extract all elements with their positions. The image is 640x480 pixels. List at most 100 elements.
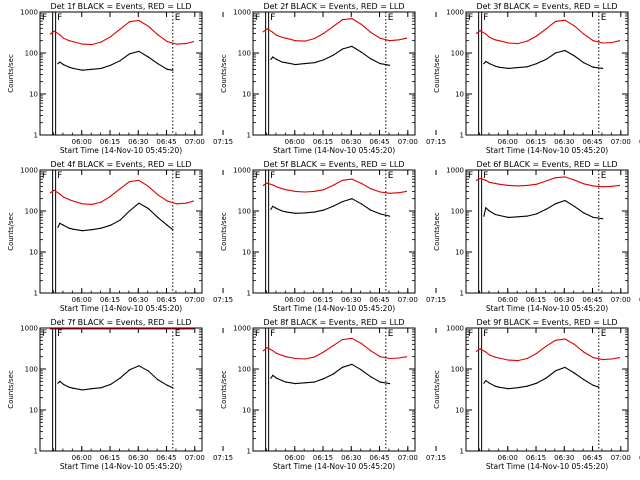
series-point-events [166,68,168,70]
series-point-events [110,224,112,226]
series-point-lld [488,36,491,39]
series-point-events [517,387,519,389]
x-tick-label: 07:00 [185,296,205,304]
series-point-events [332,373,334,375]
x-tick-label: 07:15 [426,454,446,462]
plot-frame [465,327,629,452]
series-point-events [172,387,174,389]
series-point-lld [285,189,287,191]
series-point-events [270,58,272,61]
series-point-events [100,227,102,229]
y-tick-label: 1 [34,290,38,298]
series-point-lld [176,43,178,45]
series-point-events [172,229,174,231]
y-tick-label: 1 [460,132,464,140]
series-point-lld [59,34,61,36]
series-point-lld [176,328,178,330]
series-point-lld [479,177,481,180]
series-point-lld [272,184,274,186]
series-point-lld [272,31,274,33]
series-point-events [554,203,557,205]
series-point-lld [128,181,131,183]
series-point-events [68,227,70,229]
series-point-lld [304,40,306,42]
y-tick-label: 10 [242,249,251,257]
series-point-lld [475,350,477,352]
series-point-lld [62,37,65,39]
series-point-lld [72,41,74,43]
series-point-lld [313,190,315,192]
chart-title: Det 3f BLACK = Events, RED = LLD [476,2,617,11]
f-marker-label: F [57,13,62,23]
series-point-lld [405,190,408,192]
series-point-lld [517,185,519,187]
series-point-events [573,205,575,207]
series-point-events [488,382,491,384]
y-tick-label: 10 [242,407,251,415]
x-tick-label: 07:00 [398,138,418,146]
series-point-lld [611,185,613,187]
chart-title: Det 5f BLACK = Events, RED = LLD [263,160,404,169]
y-tick-label: 100 [238,208,251,216]
series-point-events [351,45,353,48]
series-point-events [57,226,59,228]
series-point-lld [618,357,621,359]
plot-frame [39,11,203,136]
series-point-lld [275,34,278,36]
series-point-events [517,216,519,218]
series-point-lld [49,33,52,35]
series-point-events [119,60,121,62]
series-line-events [270,363,390,385]
series-point-lld [91,328,93,330]
chart-panel: Det 6f BLACK = Events, RED = LLD 1 10 100 10… [433,160,640,313]
e-marker-label: E [175,171,181,181]
series-point-lld [275,186,278,188]
y-tick-label: 10 [29,249,38,257]
series-point-lld [81,203,83,205]
series-point-lld [498,357,500,359]
series-point-events [275,377,278,379]
x-tick-label: 06:45 [156,138,176,146]
series-point-lld [611,358,613,360]
plot-frame [465,11,629,136]
series-point-lld [192,41,195,43]
series-point-events [564,199,566,202]
series-point-lld [526,184,528,186]
plot-frame [39,169,203,294]
f-marker-label: F [42,329,47,339]
chart-panel: Det 3f BLACK = Events, RED = LLD 1 10 100 10… [433,2,640,155]
series-point-events [81,389,83,391]
series-point-events [483,63,485,65]
f-marker-label: F [57,171,62,181]
x-tick-label: 07:15 [213,296,233,304]
x-tick-label: 06:30 [128,454,148,462]
y-tick-label: 10 [29,407,38,415]
series-point-events [573,372,575,374]
series-point-events [285,62,287,64]
series-point-events [341,201,344,203]
series-point-lld [360,23,362,25]
series-point-lld [602,359,604,361]
chart-panel: Det 9f BLACK = Events, RED = LLD 1 10 100 10… [433,318,640,471]
f-marker-label: F [483,329,488,339]
series-line-events [483,49,603,69]
series-point-lld [262,350,264,352]
series-point-lld [185,328,187,330]
series-point-lld [370,31,372,33]
y-tick-label: 10 [455,91,464,99]
series-point-lld [262,31,264,33]
f-marker-label: F [270,171,275,181]
series-point-events [360,369,362,371]
y-tick-label: 1000 [20,167,38,175]
series-point-lld [618,184,621,186]
chart-panel: Det 1f BLACK = Events, RED = LLD 1 10 100 10… [7,2,233,155]
x-tick-label: 06:30 [554,454,574,462]
series-point-lld [488,181,491,183]
series-point-events [59,61,61,63]
series-point-lld [166,328,168,330]
series-point-lld [618,40,621,42]
series-point-lld [351,337,353,339]
x-tick-label: 07:15 [639,454,640,462]
series-point-lld [611,41,613,44]
series-point-events [147,207,149,210]
